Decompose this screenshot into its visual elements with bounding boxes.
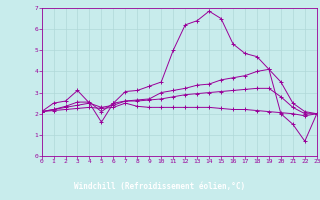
Text: Windchill (Refroidissement éolien,°C): Windchill (Refroidissement éolien,°C) — [75, 182, 245, 192]
